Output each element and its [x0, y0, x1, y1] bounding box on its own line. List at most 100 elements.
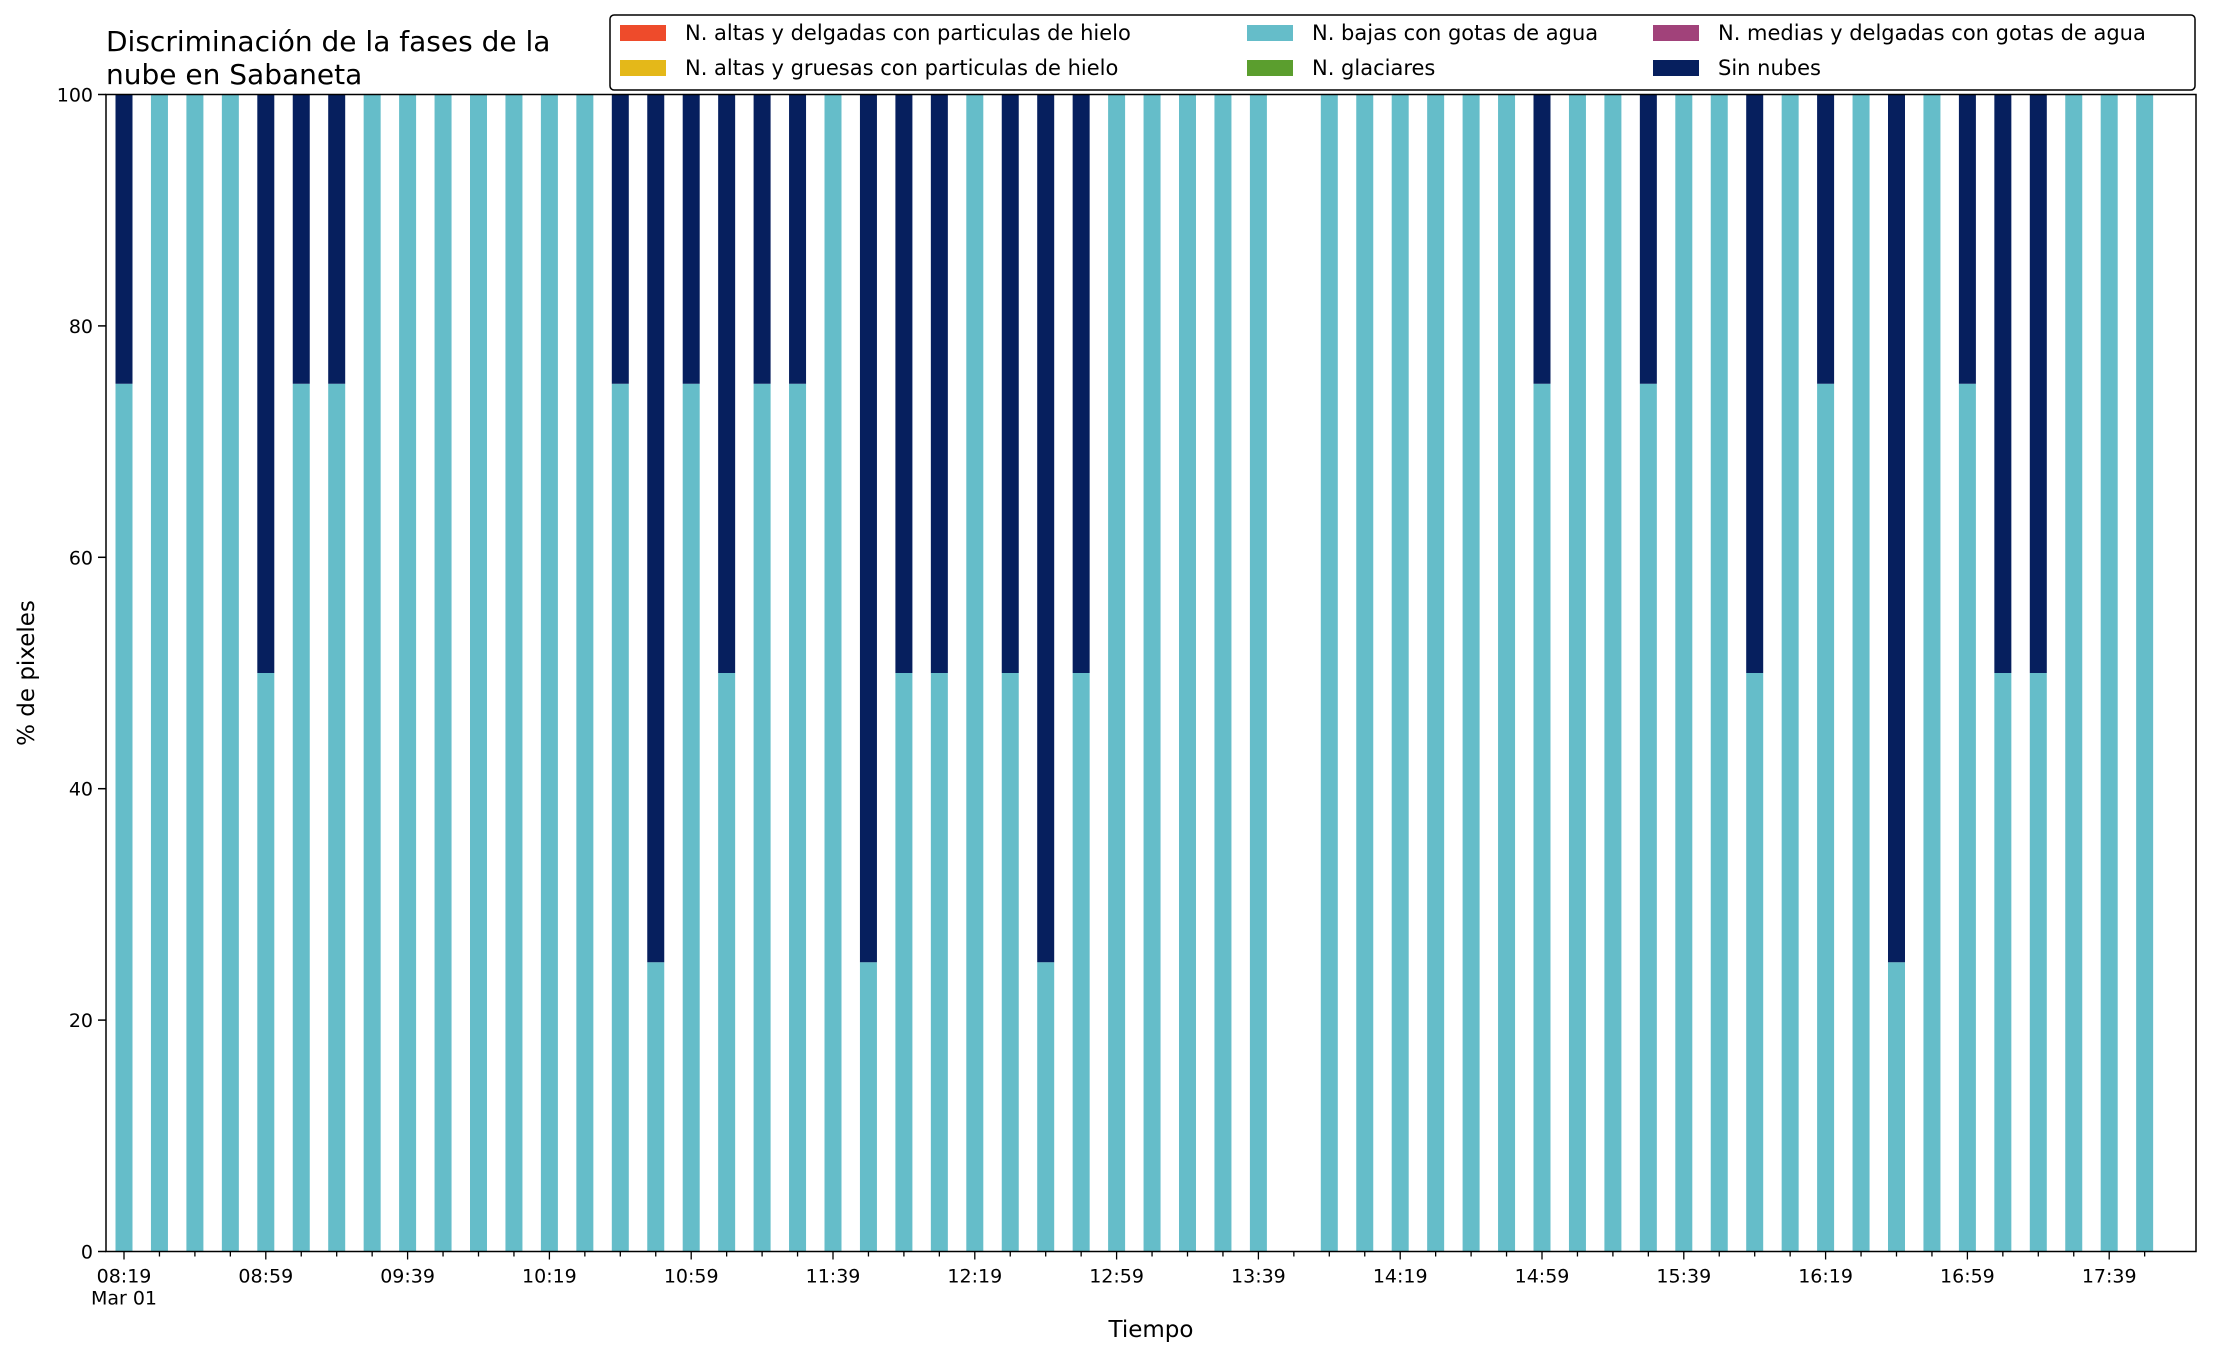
bar-segment-bajas-1219 — [966, 94, 984, 1252]
bar-segment-bajas-1229 — [1001, 673, 1019, 1252]
bar-segment-bajas-1659 — [1958, 383, 1976, 1252]
legend-item: N. altas y delgadas con particulas de hi… — [620, 21, 1131, 45]
bar-segment-sin-nubes-1239 — [1037, 94, 1055, 963]
bar-segment-bajas-0859 — [257, 673, 275, 1252]
x-axis-label: Tiempo — [1108, 1317, 1194, 1343]
y-tick-label: 100 — [57, 85, 93, 107]
bar-segment-bajas-1519 — [1604, 94, 1622, 1252]
bars-layer — [115, 94, 2154, 1252]
plot-frame — [105, 93, 2197, 1253]
bar-segment-bajas-1539 — [1675, 94, 1693, 1252]
legend-swatch — [620, 25, 666, 41]
bar-segment-sin-nubes-1529 — [1639, 94, 1657, 384]
bar-segment-bajas-1039 — [611, 383, 629, 1252]
bar-segment-sin-nubes-1249 — [1072, 94, 1090, 673]
bar-segment-bajas-0919 — [328, 383, 346, 1252]
bar-segment-bajas-0949 — [434, 94, 452, 1252]
chart-title-line-2: nube en Sabaneta — [106, 58, 362, 91]
bar-segment-bajas-1529 — [1639, 383, 1657, 1252]
bar-segment-bajas-1459 — [1533, 383, 1551, 1252]
x-tick-label: 10:59 — [664, 1266, 719, 1288]
bar-segment-bajas-1749 — [2136, 94, 2154, 1252]
bar-segment-bajas-0929 — [363, 94, 381, 1252]
x-tick-label: 12:59 — [1089, 1266, 1144, 1288]
chart-title-line-1: Discriminación de la fases de la — [106, 25, 550, 58]
bar-segment-bajas-1339 — [1249, 94, 1267, 1252]
legend-item: N. bajas con gotas de agua — [1247, 21, 1598, 45]
bar-segment-bajas-0939 — [399, 94, 417, 1252]
bar-segment-bajas-1309 — [1143, 94, 1161, 1252]
bar-segment-bajas-1329 — [1214, 94, 1232, 1252]
x-tick-sublabel: Mar 01 — [91, 1288, 157, 1310]
x-tick-label: 13:39 — [1231, 1266, 1286, 1288]
bar-segment-bajas-1009 — [505, 94, 523, 1252]
bar-segment-bajas-1249 — [1072, 673, 1090, 1252]
bar-segment-sin-nubes-1049 — [647, 94, 665, 963]
bar-segment-bajas-1549 — [1710, 94, 1728, 1252]
bar-segment-sin-nubes-1639 — [1888, 94, 1905, 963]
bar-segment-bajas-1559 — [1746, 673, 1764, 1252]
bar-segment-bajas-1449 — [1498, 94, 1516, 1252]
bar-segment-bajas-1609 — [1781, 94, 1799, 1252]
x-tick-label: 16:19 — [1798, 1266, 1853, 1288]
x-tick-label: 08:19 — [97, 1266, 152, 1288]
y-tick-label: 20 — [69, 1010, 93, 1032]
bar-segment-bajas-1509 — [1568, 94, 1586, 1252]
bar-segment-bajas-1719 — [2029, 673, 2047, 1252]
bar-segment-bajas-1149 — [859, 962, 877, 1252]
bar-segment-bajas-0819 — [115, 383, 133, 1252]
y-tick-label: 80 — [69, 316, 93, 338]
bar-segment-bajas-1739 — [2100, 94, 2118, 1252]
bar-segment-bajas-1119 — [753, 383, 771, 1252]
y-tick-label: 40 — [69, 779, 93, 801]
legend-label: N. altas y gruesas con particulas de hie… — [685, 56, 1118, 80]
x-tick-label: 11:39 — [806, 1266, 861, 1288]
legend-label: N. medias y delgadas con gotas de agua — [1718, 21, 2146, 45]
bar-segment-bajas-1359 — [1320, 94, 1338, 1252]
bar-segment-bajas-1029 — [576, 94, 594, 1252]
legend-label: N. bajas con gotas de agua — [1312, 21, 1598, 45]
x-tick-label: 16:59 — [1940, 1266, 1995, 1288]
legend-item: N. glaciares — [1247, 56, 1435, 80]
bar-segment-sin-nubes-1039 — [611, 94, 629, 384]
legend-swatch — [1247, 25, 1293, 41]
bar-segment-sin-nubes-1209 — [930, 94, 948, 673]
bar-segment-sin-nubes-1659 — [1958, 94, 1976, 384]
legend-swatch — [1247, 60, 1293, 76]
x-tick-label: 14:59 — [1515, 1266, 1570, 1288]
bar-segment-sin-nubes-1619 — [1817, 94, 1835, 384]
bar-segment-bajas-0839 — [186, 94, 204, 1252]
bar-segment-sin-nubes-1119 — [753, 94, 771, 384]
legend-label: N. glaciares — [1312, 56, 1435, 80]
bar-segment-sin-nubes-1709 — [1994, 94, 2012, 673]
x-tick-label: 09:39 — [380, 1266, 435, 1288]
y-axis-label: % de pixeles — [14, 600, 40, 746]
bar-segment-sin-nubes-1719 — [2029, 94, 2047, 673]
bar-segment-bajas-0959 — [470, 94, 487, 1252]
legend-item: N. medias y delgadas con gotas de agua — [1653, 21, 2146, 45]
bar-segment-bajas-1059 — [682, 383, 700, 1252]
bar-segment-bajas-1319 — [1179, 94, 1196, 1252]
bar-segment-bajas-1639 — [1888, 962, 1905, 1252]
bar-segment-bajas-1649 — [1923, 94, 1941, 1252]
x-axis: 08:19 08:59 09:39 10:19 10:59 11:39 12:19 12:59… — [91, 1251, 2146, 1310]
bar-segment-sin-nubes-1129 — [789, 94, 807, 384]
bar-segment-sin-nubes-0909 — [292, 94, 310, 384]
legend-item: N. altas y gruesas con particulas de hie… — [620, 56, 1118, 80]
bar-segment-bajas-1019 — [540, 94, 558, 1252]
bar-segment-bajas-0849 — [221, 94, 239, 1252]
bar-segment-sin-nubes-1059 — [682, 94, 700, 384]
x-tick-label: 15:39 — [1656, 1266, 1711, 1288]
bar-segment-bajas-0909 — [292, 383, 310, 1252]
chart-title: Discriminación de la fases de la nube en… — [106, 25, 550, 91]
bar-segment-bajas-1159 — [895, 673, 913, 1252]
bar-segment-bajas-1419 — [1391, 94, 1409, 1252]
bar-segment-bajas-1109 — [718, 673, 736, 1252]
x-tick-label: 17:39 — [2082, 1266, 2137, 1288]
bar-segment-bajas-1439 — [1462, 94, 1480, 1252]
x-tick-label: 08:59 — [238, 1266, 293, 1288]
bar-segment-bajas-1129 — [789, 383, 807, 1252]
bar-segment-sin-nubes-1149 — [859, 94, 877, 963]
legend-swatch — [620, 60, 666, 76]
